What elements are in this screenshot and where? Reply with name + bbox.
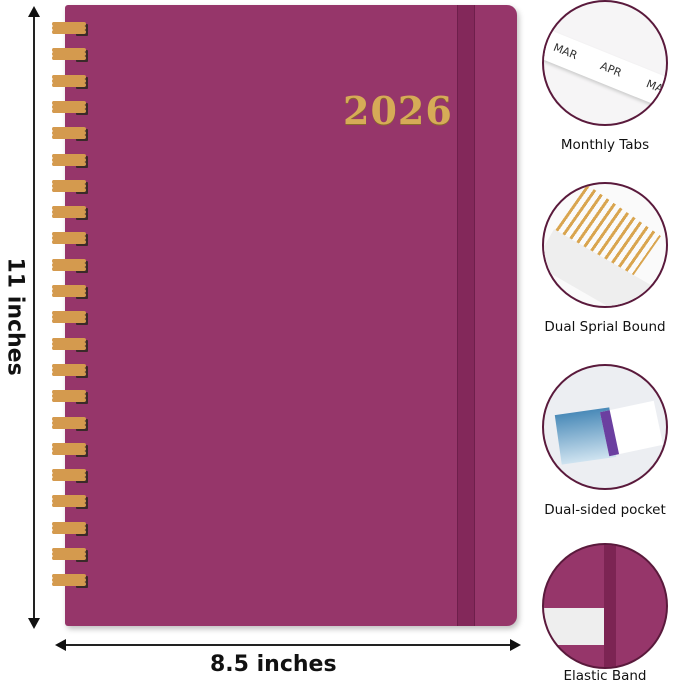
spiral-coil: [52, 556, 86, 560]
spiral-coil: [52, 525, 86, 530]
spiral-coil: [52, 135, 86, 140]
elastic-band: [457, 5, 475, 626]
spiral-coil: [52, 578, 86, 583]
spiral-coil: [52, 157, 86, 162]
spiral-coil: [52, 266, 86, 271]
spiral-coil: [52, 371, 86, 376]
arrow-right-icon: [510, 639, 521, 651]
spiral-coil: [52, 285, 86, 289]
spiral-coil: [52, 289, 86, 293]
spiral-coil: [52, 52, 86, 57]
spiral-coil: [52, 179, 86, 184]
width-dimension-line: [62, 644, 512, 646]
planner-cover: [65, 5, 517, 626]
spiral-coil: [52, 367, 86, 372]
spiral-coil: [52, 100, 86, 105]
spiral-coil: [52, 104, 86, 109]
spiral-coil: [52, 82, 86, 87]
feature-label-pocket: Dual-sided pocket: [544, 502, 666, 518]
spiral-coil: [52, 495, 86, 500]
spiral-coil: [52, 183, 86, 188]
spiral-coil: [52, 26, 86, 30]
spiral-coil: [52, 153, 86, 158]
spiral-coil: [52, 315, 86, 320]
spiral-coil: [52, 424, 86, 429]
spiral-coil: [52, 442, 86, 447]
spiral-coil: [52, 398, 86, 403]
spiral-coil: [52, 477, 86, 482]
arrow-up-icon: [28, 6, 40, 17]
spiral-coil: [52, 74, 86, 79]
spiral-coil: [52, 345, 86, 350]
spiral-coil: [52, 499, 86, 504]
feature-label-elastic-band: Elastic Band: [563, 668, 647, 684]
elastic-band-image: [542, 543, 668, 669]
spiral-coil: [52, 258, 86, 263]
spiral-coil: [52, 210, 86, 215]
spiral-coil: [52, 503, 86, 508]
spiral-coil: [52, 127, 86, 132]
spiral-coil: [52, 232, 86, 237]
spiral-coil: [52, 390, 86, 395]
spiral-coil: [52, 48, 86, 53]
spiral-coil: [52, 394, 86, 399]
spiral-coil: [52, 187, 86, 192]
feature-label-spiral-bound: Dual Sprial Bound: [544, 319, 666, 335]
spiral-coil: [52, 521, 86, 526]
spiral-coil: [52, 574, 86, 579]
spiral-coil: [52, 469, 86, 474]
spiral-coil: [52, 108, 86, 113]
arrow-down-icon: [28, 618, 40, 629]
spiral-coil: [52, 582, 86, 587]
spiral-coil: [52, 240, 86, 245]
spiral-coil: [52, 311, 86, 316]
arrow-left-icon: [55, 639, 66, 651]
spiral-coil: [52, 78, 86, 83]
spiral-coil: [52, 446, 86, 451]
spiral-coil: [52, 341, 86, 346]
spiral-coil: [52, 22, 86, 26]
spiral-coil: [52, 450, 86, 455]
spiral-coil: [52, 262, 86, 267]
spiral-coil: [52, 420, 86, 425]
spiral-coil: [52, 236, 86, 241]
spiral-coil: [52, 56, 86, 61]
spiral-coil: [52, 206, 86, 211]
spiral-coil: [52, 131, 86, 136]
pocket-image: [542, 364, 668, 490]
spiral-bound-image: [542, 182, 668, 308]
spiral-coil: [52, 548, 86, 552]
spiral-coil: [52, 161, 86, 166]
spiral-coil: [52, 214, 86, 219]
spiral-coil: [52, 30, 86, 34]
spiral-coil: [52, 293, 86, 297]
height-label: 11 inches: [2, 257, 28, 376]
width-label: 8.5 inches: [210, 652, 337, 677]
cover-year: 2026: [343, 88, 453, 133]
spiral-coil: [52, 363, 86, 368]
spiral-coil: [52, 552, 86, 556]
spiral-coil: [52, 319, 86, 324]
spiral-coil: [52, 529, 86, 534]
spiral-coil: [52, 473, 86, 478]
spiral-coil: [52, 416, 86, 421]
monthly-tabs-image: MAR APR MAY: [542, 0, 668, 126]
height-dimension-line: [33, 14, 35, 620]
feature-label-monthly-tabs: Monthly Tabs: [560, 137, 650, 153]
spiral-coil: [52, 337, 86, 342]
